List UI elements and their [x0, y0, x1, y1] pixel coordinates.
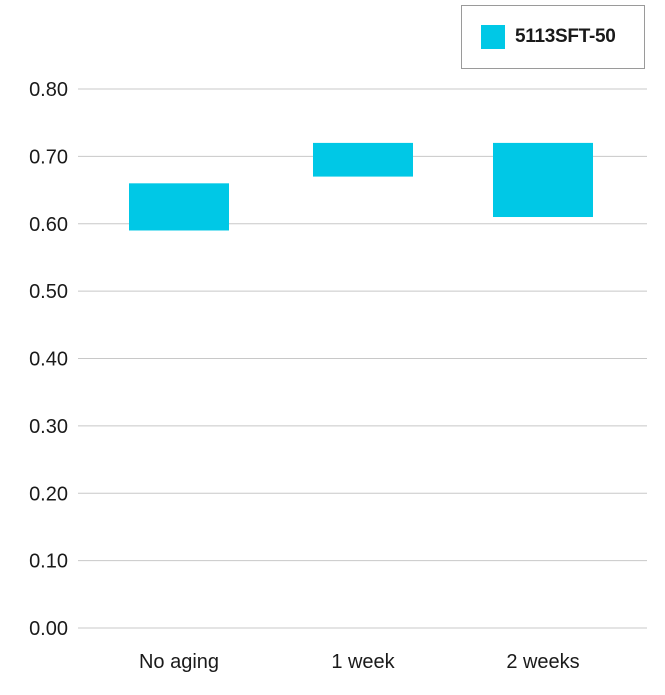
bar	[313, 142, 413, 177]
y-tick-label: 0.30	[29, 416, 68, 438]
x-tick-label: 1 week	[331, 651, 395, 673]
y-tick-label: 0.60	[29, 214, 68, 236]
legend-label: 5113SFT-50	[515, 26, 616, 47]
x-tick-label: 2 weeks	[506, 651, 579, 673]
y-tick-label: 0.40	[29, 349, 68, 371]
y-tick-label: 0.10	[29, 551, 68, 573]
legend-swatch	[481, 25, 505, 49]
y-tick-label: 0.20	[29, 483, 68, 505]
y-tick-label: 0.50	[29, 281, 68, 303]
x-tick-label: No aging	[139, 651, 219, 673]
bar	[129, 183, 229, 231]
legend: 5113SFT-50	[461, 5, 645, 69]
y-tick-label: 0.70	[29, 146, 68, 168]
y-tick-label: 0.80	[29, 79, 68, 101]
y-tick-label: 0.00	[29, 618, 68, 640]
bar	[493, 142, 593, 218]
